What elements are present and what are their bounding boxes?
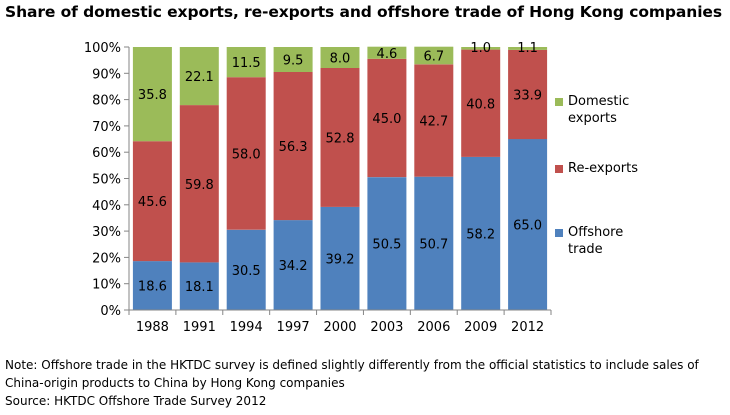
bar-domestic-exports-1988 (132, 47, 172, 142)
legend-swatch-re-exports (555, 165, 563, 173)
y-tick-label: 30% (92, 225, 121, 240)
data-label-domestic-exports-1991: 22.1 (185, 70, 214, 85)
source-line: Source: HKTDC Offshore Trade Survey 2012 (5, 394, 267, 408)
legend-swatch-domestic-exports (555, 98, 563, 106)
bar-re-exports-1991 (179, 105, 219, 263)
data-label-offshore-trade-1994: 30.5 (232, 264, 261, 279)
bar-offshore-trade-1997 (273, 220, 313, 310)
data-label-domestic-exports-2012: 1.1 (517, 41, 538, 56)
bar-offshore-trade-2003 (367, 177, 407, 310)
data-label-offshore-trade-2000: 39.2 (326, 253, 355, 268)
data-label-offshore-trade-2009: 58.2 (466, 228, 495, 243)
bar-offshore-trade-2006 (414, 176, 454, 310)
y-tick-label: 10% (92, 278, 121, 293)
note-line: Note: Offshore trade in the HKTDC survey… (5, 358, 699, 372)
footnotes: Note: Offshore trade in the HKTDC survey… (5, 356, 727, 410)
y-tick-label: 70% (92, 120, 121, 135)
data-label-offshore-trade-2003: 50.5 (372, 238, 401, 253)
bar-re-exports-1997 (273, 72, 313, 221)
y-tick-label: 40% (92, 199, 121, 214)
legend-swatch-offshore-trade (555, 229, 563, 237)
x-tick-label-1994: 1994 (230, 320, 263, 335)
bar-re-exports-1994 (226, 77, 266, 230)
data-label-domestic-exports-2003: 4.6 (377, 47, 398, 62)
data-label-re-exports-1997: 56.3 (279, 140, 308, 155)
data-label-re-exports-2009: 40.8 (466, 97, 495, 112)
x-tick-label-2012: 2012 (511, 320, 544, 335)
bar-offshore-trade-2000 (320, 206, 360, 310)
bar-re-exports-2009 (461, 49, 501, 157)
bar-domestic-exports-1997 (273, 47, 313, 72)
y-tick-label: 50% (92, 173, 121, 188)
data-label-re-exports-2000: 52.8 (326, 132, 355, 147)
data-label-re-exports-1991: 59.8 (185, 178, 214, 193)
data-label-domestic-exports-1997: 9.5 (283, 54, 304, 69)
bar-offshore-trade-2009 (461, 156, 501, 310)
data-label-domestic-exports-2000: 8.0 (330, 52, 351, 67)
bar-offshore-trade-1988 (132, 261, 172, 310)
data-label-re-exports-2012: 33.9 (513, 89, 542, 104)
data-label-domestic-exports-2006: 6.7 (423, 50, 444, 65)
y-tick-label: 90% (92, 67, 121, 82)
bar-domestic-exports-2012 (508, 47, 548, 50)
data-label-re-exports-1994: 58.0 (232, 148, 261, 163)
legend-item-domestic-exports: Domestic exports (555, 93, 648, 127)
bar-re-exports-2000 (320, 68, 360, 207)
data-label-re-exports-1988: 45.6 (138, 195, 167, 210)
data-label-re-exports-2006: 42.7 (419, 115, 448, 130)
legend-label-line: exports (568, 111, 617, 126)
legend-label-line: Offshore (568, 225, 624, 240)
data-label-domestic-exports-1994: 11.5 (232, 56, 261, 71)
bar-offshore-trade-2012 (508, 139, 548, 310)
x-tick-label-2006: 2006 (417, 320, 450, 335)
data-label-domestic-exports-1988: 35.8 (138, 88, 167, 103)
bar-re-exports-2012 (508, 49, 548, 140)
legend: Domestic exports Re-exports Offshore tra… (555, 0, 725, 340)
x-tick-label-2003: 2003 (370, 320, 403, 335)
legend-label-line: trade (568, 242, 603, 257)
bar-offshore-trade-1994 (226, 229, 266, 310)
y-tick-label: 60% (92, 146, 121, 161)
x-tick-label-1997: 1997 (277, 320, 310, 335)
legend-item-re-exports: Re-exports (555, 160, 648, 177)
bar-domestic-exports-2009 (461, 47, 501, 50)
y-tick-label: 80% (92, 94, 121, 109)
note-line: China-origin products to China by Hong K… (5, 376, 345, 390)
x-tick-label-1991: 1991 (183, 320, 216, 335)
chart-title: Share of domestic exports, re-exports an… (5, 3, 722, 21)
bar-re-exports-1988 (132, 141, 172, 262)
bar-domestic-exports-2006 (414, 46, 454, 65)
data-label-offshore-trade-1988: 18.6 (138, 280, 167, 295)
data-label-offshore-trade-2012: 65.0 (513, 219, 542, 234)
data-label-domestic-exports-2009: 1.0 (470, 41, 491, 56)
bar-re-exports-2003 (367, 58, 407, 178)
y-tick-label: 0% (100, 304, 121, 319)
legend-item-offshore-trade: Offshore trade (555, 224, 648, 258)
bar-domestic-exports-2003 (367, 46, 407, 59)
data-label-offshore-trade-1997: 34.2 (279, 259, 308, 274)
bar-offshore-trade-1991 (179, 262, 219, 310)
data-label-re-exports-2003: 45.0 (372, 112, 401, 127)
bar-domestic-exports-2000 (320, 47, 360, 68)
legend-label-domestic-exports: Domestic exports (568, 93, 648, 127)
y-tick-label: 100% (84, 41, 121, 56)
data-label-offshore-trade-1991: 18.1 (185, 280, 214, 295)
legend-label-line: Re-exports (568, 161, 639, 176)
bar-domestic-exports-1994 (226, 47, 266, 78)
data-label-offshore-trade-2006: 50.7 (419, 237, 448, 252)
x-tick-label-2009: 2009 (464, 320, 497, 335)
y-tick-label: 20% (92, 251, 121, 266)
legend-label-re-exports: Re-exports (568, 160, 648, 177)
x-tick-label-2000: 2000 (323, 320, 356, 335)
legend-label-line: Domestic (568, 94, 630, 109)
x-tick-label-1988: 1988 (136, 320, 169, 335)
bar-domestic-exports-1991 (179, 47, 219, 106)
legend-label-offshore-trade: Offshore trade (568, 224, 648, 258)
bar-re-exports-2006 (414, 64, 454, 177)
